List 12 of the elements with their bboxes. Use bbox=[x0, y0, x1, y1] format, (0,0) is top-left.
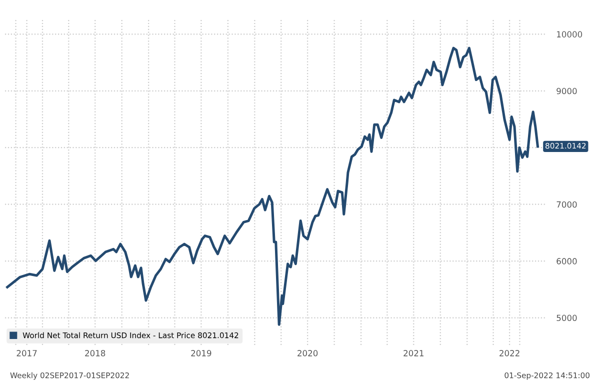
x-tick-label: 2017 bbox=[16, 350, 37, 356]
y-tick-label: 6000 bbox=[556, 258, 577, 264]
x-tick-label: 2019 bbox=[191, 350, 212, 356]
line-series bbox=[6, 46, 539, 326]
y-tick-label: 7000 bbox=[556, 201, 577, 208]
x-tick-label: 2018 bbox=[85, 350, 106, 356]
x-tick-label: 2022 bbox=[500, 350, 520, 356]
x-tick-label: 2020 bbox=[298, 350, 318, 356]
y-tick-label: 10000 bbox=[557, 31, 582, 38]
x-tick-label: 2021 bbox=[404, 350, 424, 356]
y-tick-label: 9000 bbox=[556, 88, 577, 94]
y-tick-label: 5000 bbox=[556, 314, 577, 322]
